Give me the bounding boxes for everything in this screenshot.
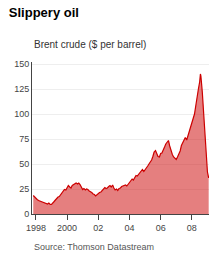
svg-text:06: 06 [156, 223, 166, 233]
svg-text:2000: 2000 [57, 223, 77, 233]
svg-text:02: 02 [93, 223, 103, 233]
svg-text:Source: Thomson Datastream: Source: Thomson Datastream [34, 242, 154, 252]
svg-text:100: 100 [14, 109, 29, 119]
svg-text:1998: 1998 [26, 223, 46, 233]
svg-text:25: 25 [19, 184, 29, 194]
svg-text:04: 04 [124, 223, 134, 233]
svg-text:150: 150 [14, 59, 29, 69]
svg-text:Slippery oil: Slippery oil [9, 5, 79, 20]
svg-text:Brent crude ($ per barrel): Brent crude ($ per barrel) [34, 39, 146, 50]
svg-text:75: 75 [19, 134, 29, 144]
svg-text:0: 0 [24, 209, 29, 219]
svg-text:50: 50 [19, 159, 29, 169]
svg-text:125: 125 [14, 84, 29, 94]
svg-text:08: 08 [187, 223, 197, 233]
